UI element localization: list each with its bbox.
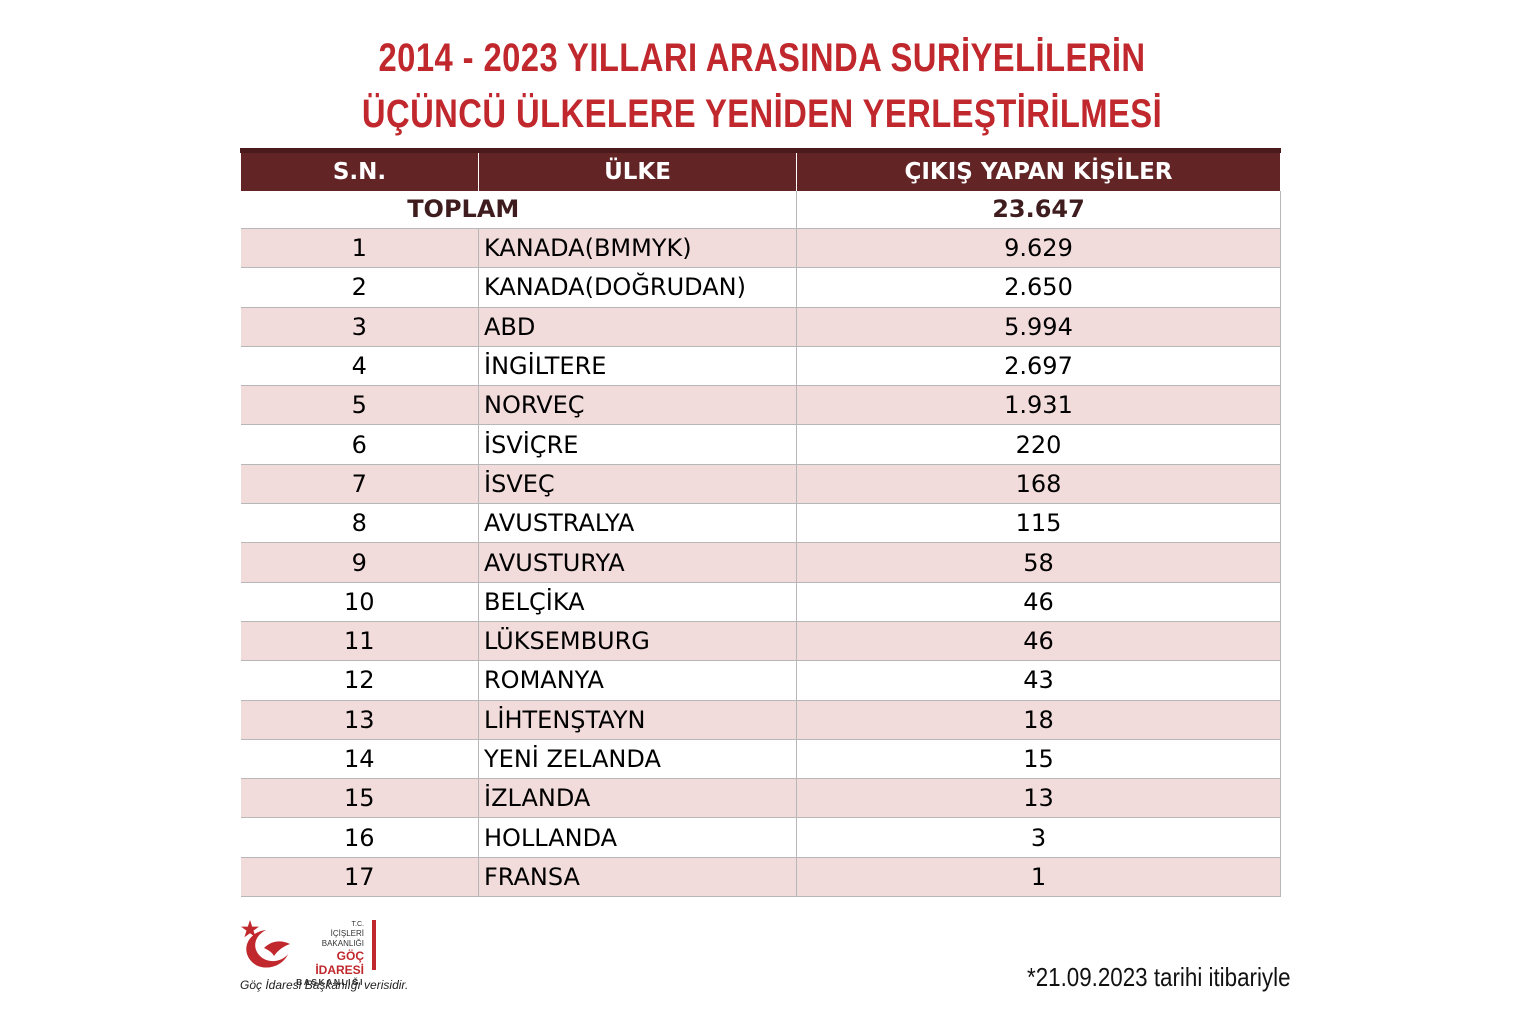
row-country: BELÇİKA	[478, 582, 797, 622]
row-country: LİHTENŞTAYN	[478, 700, 797, 740]
logo-divider	[372, 920, 376, 970]
row-value: 13	[796, 778, 1281, 819]
star-icon	[241, 920, 259, 938]
row-value: 18	[796, 700, 1281, 740]
table-row: 7 İSVEÇ 168	[240, 464, 1281, 505]
bird-icon	[264, 941, 290, 956]
table-row: 5 NORVEÇ 1.931	[240, 385, 1281, 426]
row-sn: 4	[240, 346, 479, 387]
row-country: KANADA(DOĞRUDAN)	[478, 267, 797, 308]
goc-idaresi-logo	[241, 920, 290, 968]
table-header-row: S.N. ÜLKE ÇIKIŞ YAPAN KİŞİLER	[240, 148, 1281, 191]
table-row: 3 ABD 5.994	[240, 307, 1281, 347]
row-value: 15	[796, 739, 1281, 780]
table-row: 17 FRANSA 1	[240, 857, 1281, 898]
row-value: 58	[796, 542, 1281, 583]
row-value: 1	[796, 857, 1281, 898]
row-country: YENİ ZELANDA	[478, 739, 797, 780]
row-value: 1.931	[796, 385, 1281, 426]
row-country: NORVEÇ	[478, 385, 797, 426]
row-country: FRANSA	[478, 857, 797, 898]
header-country: ÜLKE	[478, 148, 797, 191]
table-row: 2 KANADA(DOĞRUDAN) 2.650	[240, 267, 1281, 308]
source-note: Göç İdaresi Başkanlığı verisidir.	[240, 978, 409, 992]
crescent-icon	[246, 930, 288, 968]
total-row: TOPLAM 23.647	[240, 190, 1281, 229]
row-value: 5.994	[796, 307, 1281, 347]
table-row: 12 ROMANYA 43	[240, 660, 1281, 701]
table-row: 6 İSVİÇRE 220	[240, 424, 1281, 465]
row-value: 168	[796, 464, 1281, 505]
row-sn: 12	[240, 660, 479, 701]
row-sn: 14	[240, 739, 479, 780]
title-line-1: 2014 - 2023 YILLARI ARASINDA SURİYELİLER…	[378, 36, 1146, 80]
row-country: AVUSTURYA	[478, 542, 797, 583]
row-sn: 7	[240, 464, 479, 505]
row-value: 46	[796, 582, 1281, 622]
table-row: 10 BELÇİKA 46	[240, 582, 1281, 622]
logo-agency: GÖÇ İDARESİ	[315, 949, 364, 977]
date-note: *21.09.2023 tarihi itibariyle	[1027, 962, 1291, 992]
row-country: ROMANYA	[478, 660, 797, 701]
row-value: 2.697	[796, 346, 1281, 387]
table-row: 15 İZLANDA 13	[240, 778, 1281, 819]
table-row: 11 LÜKSEMBURG 46	[240, 621, 1281, 662]
row-sn: 16	[240, 817, 479, 858]
row-country: İSVİÇRE	[478, 424, 797, 465]
logo-presidency: BAŞKANLIĞI	[296, 977, 364, 987]
row-sn: 11	[240, 621, 479, 662]
header-sn: S.N.	[240, 148, 479, 191]
row-sn: 9	[240, 542, 479, 583]
row-country: ABD	[478, 307, 797, 347]
resettlement-table: S.N. ÜLKE ÇIKIŞ YAPAN KİŞİLER TOPLAM 23.…	[240, 148, 1281, 898]
row-value: 2.650	[796, 267, 1281, 308]
table-row: 14 YENİ ZELANDA 15	[240, 739, 1281, 780]
total-label: TOPLAM	[240, 190, 797, 229]
row-country: AVUSTRALYA	[478, 503, 797, 544]
row-value: 9.629	[796, 228, 1281, 269]
row-sn: 8	[240, 503, 479, 544]
row-sn: 17	[240, 857, 479, 898]
row-sn: 2	[240, 267, 479, 308]
logo-text: T.C. İÇİŞLERİ BAKANLIĞI GÖÇ İDARESİ BAŞK…	[296, 920, 364, 988]
logo-ministry: İÇİŞLERİ BAKANLIĞI	[321, 929, 364, 948]
header-count: ÇIKIŞ YAPAN KİŞİLER	[796, 148, 1281, 191]
row-sn: 13	[240, 700, 479, 740]
row-country: İSVEÇ	[478, 464, 797, 505]
title-line-2: ÜÇÜNCÜ ÜLKELERE YENİDEN YERLEŞTİRİLMESİ	[361, 92, 1163, 136]
logo-tc: T.C.	[351, 921, 364, 928]
row-value: 220	[796, 424, 1281, 465]
row-value: 46	[796, 621, 1281, 662]
row-value: 43	[796, 660, 1281, 701]
row-sn: 10	[240, 582, 479, 622]
table-row: 9 AVUSTURYA 58	[240, 542, 1281, 583]
row-value: 115	[796, 503, 1281, 544]
row-sn: 15	[240, 778, 479, 819]
total-value: 23.647	[796, 190, 1281, 229]
row-country: İNGİLTERE	[478, 346, 797, 387]
row-sn: 5	[240, 385, 479, 426]
row-sn: 3	[240, 307, 479, 347]
table-row: 8 AVUSTRALYA 115	[240, 503, 1281, 544]
row-country: HOLLANDA	[478, 817, 797, 858]
row-sn: 1	[240, 228, 479, 269]
table-row: 16 HOLLANDA 3	[240, 817, 1281, 858]
table-row: 1 KANADA(BMMYK) 9.629	[240, 228, 1281, 269]
table-row: 13 LİHTENŞTAYN 18	[240, 700, 1281, 740]
row-country: İZLANDA	[478, 778, 797, 819]
table-row: 4 İNGİLTERE 2.697	[240, 346, 1281, 387]
row-sn: 6	[240, 424, 479, 465]
row-value: 3	[796, 817, 1281, 858]
row-country: KANADA(BMMYK)	[478, 228, 797, 269]
row-country: LÜKSEMBURG	[478, 621, 797, 662]
